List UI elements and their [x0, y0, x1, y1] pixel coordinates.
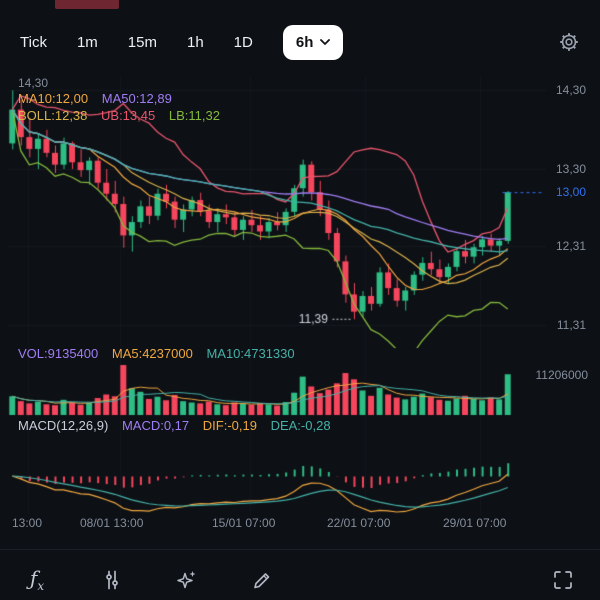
selected-timeframe-label: 6h — [295, 33, 314, 51]
sparkles-icon — [177, 571, 196, 589]
vol-ma5-label: MA5:4237000 — [111, 346, 193, 361]
left-axis-top-label: 14,30 — [18, 76, 49, 90]
macd-indicator-labels: MACD(12,26,9) MACD:0,17 DIF:-0,19 DEA:-0… — [18, 418, 341, 433]
bottom-toolbar: ƒx — [0, 560, 600, 600]
ma10-label: MA10:12,00 — [18, 91, 89, 106]
volume-indicator-labels: VOL:9135400 MA5:4237000 MA10:4731330 — [18, 346, 305, 361]
macd-value-label: MACD:0,17 — [121, 418, 190, 433]
y-axis-label: 11,31 — [556, 318, 586, 332]
x-axis-label: 29/01 07:00 — [443, 516, 507, 530]
tab-15m[interactable]: 15m — [127, 33, 157, 51]
x-axis-label: 13:00 — [12, 516, 43, 530]
y-axis-label: 13,30 — [555, 162, 586, 176]
recording-indicator — [55, 0, 119, 9]
boll-indicator-labels: BOLL:12,38 UB:13,45 LB:11,32 — [18, 108, 230, 123]
ai-tools-button[interactable] — [164, 560, 210, 600]
x-axis-label: 15/01 07:00 — [212, 516, 276, 530]
ma50-label: MA50:12,89 — [101, 91, 172, 106]
y-axis-label: 12,31 — [555, 239, 586, 253]
depth-settings-button[interactable] — [89, 560, 135, 600]
macd-name-label: MACD(12,26,9) — [18, 418, 109, 433]
tab-1h[interactable]: 1h — [186, 33, 204, 51]
vol-label: VOL:9135400 — [18, 346, 99, 361]
tab-1d[interactable]: 1D — [233, 33, 253, 51]
drawing-tools-button[interactable] — [239, 560, 285, 600]
dif-value-label: DIF:-0,19 — [202, 418, 257, 433]
volume-axis-max-label: 11206000 — [535, 368, 589, 382]
x-axis-label: 08/01 13:00 — [80, 516, 144, 530]
boll-lb-label: LB:11,32 — [168, 108, 220, 123]
fx-icon: ƒx — [29, 566, 45, 593]
y-axis-label: 14,30 — [555, 83, 586, 97]
vol-ma10-label: MA10:4731330 — [206, 346, 295, 361]
gear-icon — [560, 33, 578, 51]
x-axis-label: 22/01 07:00 — [327, 516, 391, 530]
chevron-down-icon — [320, 39, 331, 45]
boll-ub-label: UB:13,45 — [101, 108, 156, 123]
toolbar-divider — [0, 549, 600, 550]
pencil-icon — [254, 573, 270, 589]
indicators-fx-button[interactable]: ƒx — [14, 560, 60, 600]
sliders-icon — [106, 570, 118, 590]
dea-value-label: DEA:-0,28 — [270, 418, 331, 433]
ma-indicator-labels: MA10:12,00 MA50:12,89 — [18, 91, 182, 106]
timeframe-toolbar: Tick 1m 15m 1h 1D 6h — [0, 20, 600, 64]
current-price-label: 13,00 — [555, 185, 586, 199]
boll-label: BOLL:12,38 — [18, 108, 88, 123]
tab-tick[interactable]: Tick — [20, 33, 47, 51]
settings-button[interactable] — [558, 31, 580, 53]
price-chart-canvas[interactable] — [0, 70, 600, 530]
fullscreen-icon — [554, 571, 572, 589]
fullscreen-button[interactable] — [540, 560, 586, 600]
timeframe-selector[interactable]: 6h — [282, 24, 344, 60]
tab-1m[interactable]: 1m — [76, 33, 98, 51]
